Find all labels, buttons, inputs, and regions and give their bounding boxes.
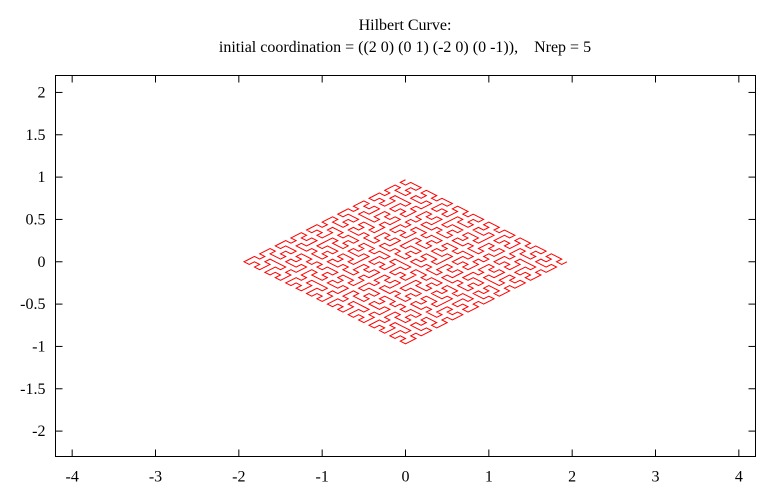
x-tick-label: 1 [485,469,493,486]
y-tick-label: 2 [38,84,46,101]
y-tick-label: -2 [32,423,45,440]
y-tick-label: 0.5 [26,211,46,228]
y-tick-label: -1 [32,338,45,355]
data-series-layer [242,179,568,345]
x-tick-label: 2 [568,469,576,486]
y-tick-label: -1.5 [20,381,45,398]
chart-subtitle: initial coordination = ((2 0) (0 1) (-2 … [219,39,591,56]
plot-frame [55,75,756,457]
x-tick-label: 0 [402,469,410,486]
axis-ticks: -4 -3 -2 -1 0 1 2 3 4 2 1.5 1 0.5 0 -0.5 -1 -1.5 -2 [20,75,756,486]
y-tick-label: 1.5 [26,127,46,144]
y-tick-label: 0 [38,254,46,271]
x-tick-label: -1 [316,469,329,486]
x-tick-label: 3 [652,469,660,486]
x-tick-label: -4 [66,469,79,486]
x-tick-label: -2 [232,469,245,486]
x-tick-label: 4 [735,469,743,486]
y-tick-label: 1 [38,169,46,186]
y-tick-label: -0.5 [20,296,45,313]
series-line-hilbert [242,179,568,345]
chart-title: Hilbert Curve: [359,17,452,34]
x-tick-label: -3 [149,469,162,486]
